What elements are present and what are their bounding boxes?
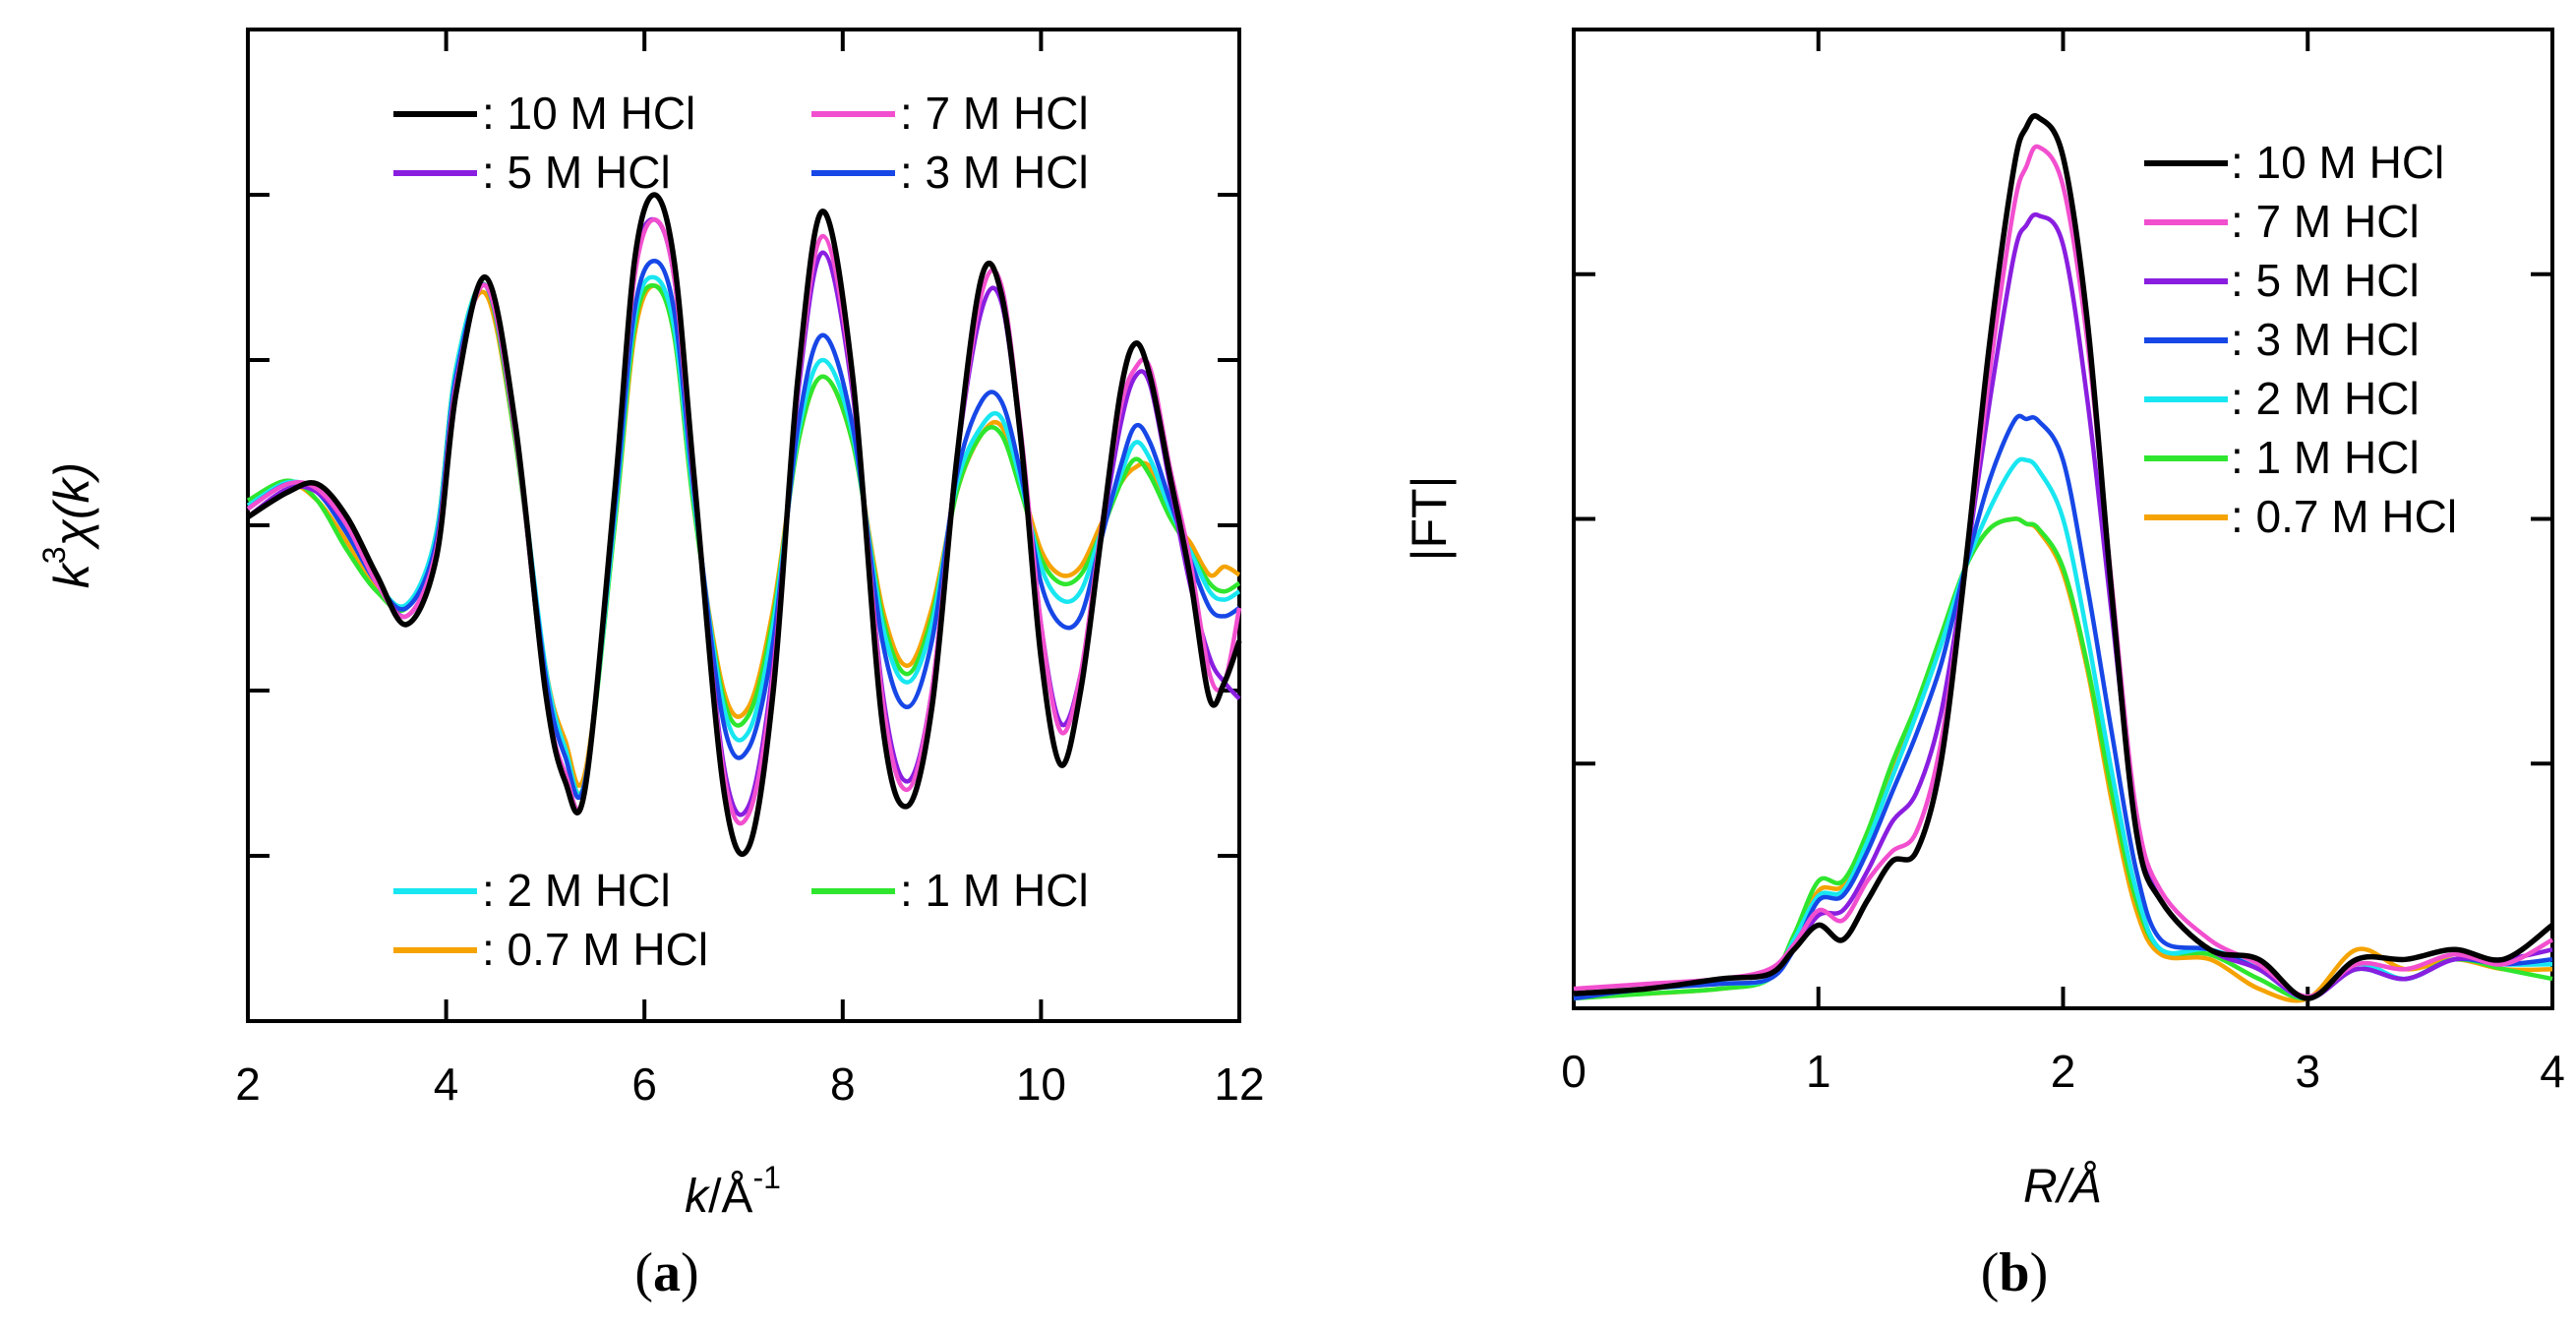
legend-label-1m: : 1 M HCl [2231, 432, 2420, 483]
legend-label-10m: : 10 M HCl [482, 88, 695, 139]
y-axis-title-b: |FT| [1402, 475, 1457, 561]
legend-label-2m: : 2 M HCl [2231, 373, 2420, 424]
x-tick-label: 12 [1214, 1058, 1264, 1110]
x-axis-title-sup: -1 [752, 1160, 780, 1195]
caption-b-letter: b [1999, 1242, 2029, 1303]
series-line-a-7-m-hcl [246, 216, 1242, 826]
y-axis-title-a: k3χ(k) [36, 462, 99, 588]
plot-frame-a [246, 28, 1241, 1023]
legend-a: : 10 M HCl : 7 M HCl : 5 M HCl : 3 M HCl… [393, 88, 1089, 975]
series-line-a-07-m-hcl [246, 283, 1241, 788]
x-axis-title-var: k [685, 1171, 711, 1223]
x-tick-label: 1 [1806, 1046, 1831, 1097]
x-tick-label: 4 [2540, 1046, 2565, 1097]
legend-label-5m: : 5 M HCl [482, 147, 671, 198]
series-line-b-07-m-hcl [1573, 516, 2553, 1003]
legend-label-07m: : 0.7 M HCl [482, 924, 708, 975]
x-tick-label: 6 [631, 1058, 657, 1110]
panel-a: 2 4 6 8 10 12 k/Å-1 k3χ(k) : 10 M HCl : … [36, 28, 1265, 1303]
legend-label-3m: : 3 M HCl [900, 147, 1089, 198]
x-axis-title-a: k/Å-1 [685, 1160, 781, 1223]
panel-b: 0 1 2 3 4 R/Å |FT| : 10 M HCl : 7 M HCl … [1402, 28, 2565, 1303]
x-tick-label: 10 [1016, 1058, 1066, 1110]
x-axis-title-b: R/Å [2023, 1161, 2102, 1213]
y-axis-title-func: χ(k) [44, 462, 99, 551]
series-line-a-1-m-hcl [246, 281, 1241, 797]
series-line-a-2-m-hcl [246, 274, 1241, 798]
x-tick-label: 4 [434, 1058, 459, 1110]
x-tick-label: 8 [830, 1058, 856, 1110]
ticks-a [246, 30, 1241, 1021]
series-b [1573, 113, 2554, 1003]
caption-b: (b) [1981, 1242, 2048, 1303]
caption-a-letter: a [653, 1242, 681, 1303]
series-line-b-1-m-hcl [1573, 516, 2553, 1001]
series-line-a-10-m-hcl [246, 192, 1242, 857]
x-axis-title-unit: /Å [708, 1171, 752, 1223]
legend-label-7m: : 7 M HCl [2231, 196, 2420, 247]
legend-label-7m: : 7 M HCl [900, 88, 1089, 139]
x-tick-label: 2 [235, 1058, 261, 1110]
series-line-b-10-m-hcl [1573, 113, 2554, 1001]
legend-b: : 10 M HCl : 7 M HCl : 5 M HCl : 3 M HCl… [2144, 137, 2457, 542]
x-tick-label: 0 [1561, 1046, 1587, 1097]
caption-a: (a) [634, 1242, 698, 1303]
legend-label-5m: : 5 M HCl [2231, 255, 2420, 306]
y-axis-title-k: k [44, 561, 99, 588]
legend-label-07m: : 0.7 M HCl [2231, 491, 2457, 542]
x-tick-label: 2 [2051, 1046, 2076, 1097]
legend-label-3m: : 3 M HCl [2231, 314, 2420, 365]
y-axis-title-sup: 3 [36, 546, 72, 564]
series-line-a-3-m-hcl [246, 258, 1241, 801]
series-line-a-5-m-hcl [246, 216, 1241, 817]
x-tick-label: 3 [2295, 1046, 2320, 1097]
legend-label-2m: : 2 M HCl [482, 865, 671, 916]
legend-label-1m: : 1 M HCl [900, 865, 1089, 916]
series-a [246, 192, 1242, 857]
legend-label-10m: : 10 M HCl [2231, 137, 2444, 188]
